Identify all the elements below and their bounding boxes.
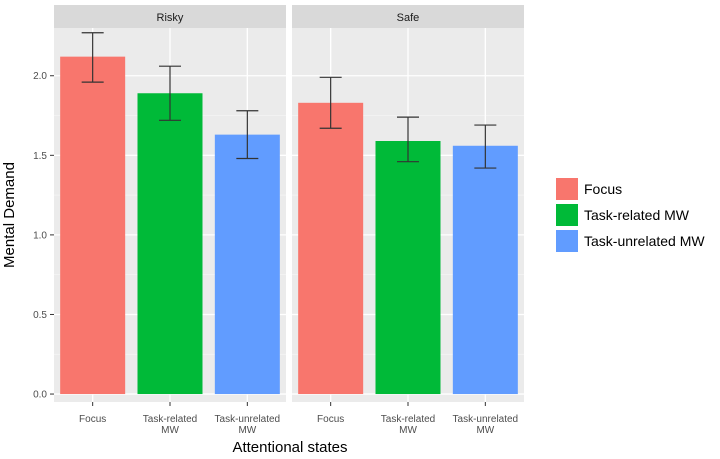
- legend-key-2: [556, 230, 578, 252]
- facet-strip: [292, 5, 524, 28]
- x-tick-label-line: Task-unrelated: [453, 414, 519, 425]
- legend-label: Focus: [584, 181, 622, 197]
- x-tick-label-line: Task-unrelated: [215, 414, 281, 425]
- x-tick-label-line: MW: [161, 425, 179, 436]
- x-tick-label: Focus: [317, 414, 344, 425]
- legend-label: Task-related MW: [584, 207, 690, 223]
- x-tick-label: Focus: [79, 414, 106, 425]
- x-tick-label-line: Task-related: [381, 414, 435, 425]
- x-tick-label: Task-related MW: [143, 414, 197, 436]
- legend-label: Task-unrelated MW: [584, 233, 705, 249]
- x-tick-label-line: Task-related: [143, 414, 197, 425]
- x-tick-label-line: Focus: [317, 414, 344, 425]
- legend-key-1: [556, 204, 578, 226]
- y-tick-label: 1.0: [33, 230, 47, 241]
- bar-risky-1: [137, 93, 203, 395]
- x-tick-label-line: Focus: [79, 414, 106, 425]
- y-tick-label: 1.5: [33, 151, 47, 162]
- x-tick-label-line: MW: [476, 425, 494, 436]
- facet-strip: [54, 5, 286, 28]
- x-tick-label-line: MW: [399, 425, 417, 436]
- y-tick-label: 2.0: [33, 71, 47, 82]
- bar-safe-0: [298, 102, 364, 395]
- bar-risky-0: [60, 56, 126, 395]
- facet-strip-label: Safe: [397, 12, 420, 24]
- y-axis-title: Mental Demand: [1, 162, 18, 268]
- bar-safe-1: [375, 140, 441, 395]
- bar-risky-2: [214, 134, 280, 395]
- legend-key-0: [556, 178, 578, 200]
- y-tick-label: 0.5: [33, 310, 47, 321]
- legend: Focus Task-related MW Task-unrelated MW: [556, 178, 705, 252]
- bar-safe-2: [452, 145, 518, 395]
- x-tick-label: Task-unrelated MW: [215, 414, 281, 436]
- x-tick-label-line: MW: [238, 425, 256, 436]
- x-axis-title: Attentional states: [232, 439, 347, 456]
- facet-strip-label: Risky: [157, 12, 184, 24]
- x-tick-label: Task-related MW: [381, 414, 435, 436]
- y-tick-label: 0.0: [33, 390, 47, 401]
- x-tick-label: Task-unrelated MW: [453, 414, 519, 436]
